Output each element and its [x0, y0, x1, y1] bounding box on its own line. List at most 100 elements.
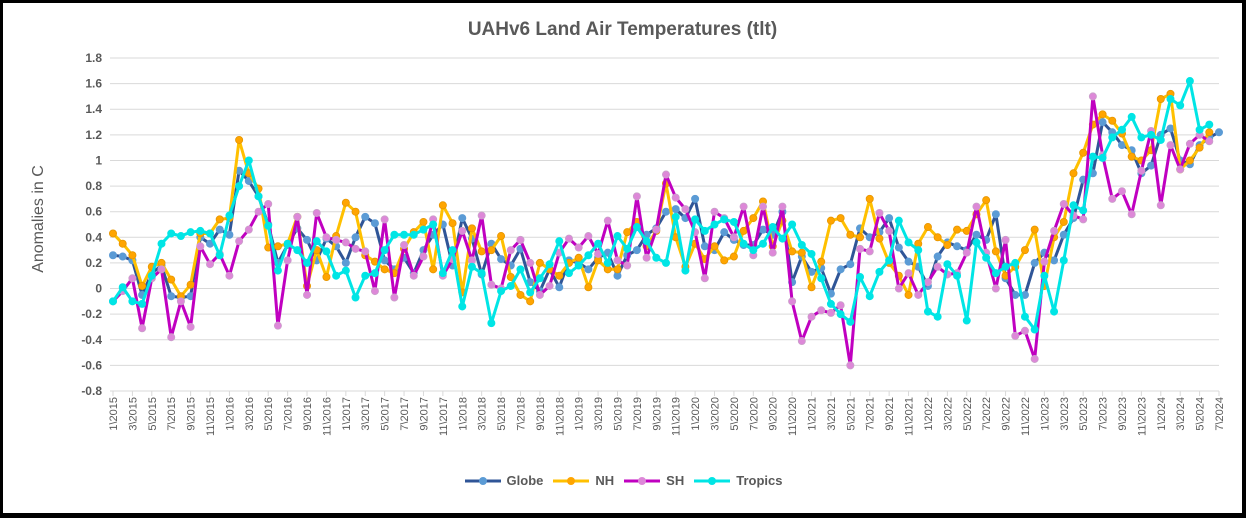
data-point-sh	[526, 258, 535, 267]
data-point-sh	[138, 324, 147, 333]
data-point-tropics	[128, 297, 137, 306]
data-point-nh	[797, 248, 806, 257]
data-point-globe	[225, 230, 234, 239]
data-point-sh	[972, 202, 981, 211]
data-point-nh	[904, 290, 913, 299]
x-tick-label: 5\2023	[1078, 397, 1090, 431]
data-point-nh	[1069, 169, 1078, 178]
data-point-nh	[865, 194, 874, 203]
legend-swatch	[624, 476, 661, 485]
data-point-tropics	[846, 317, 855, 326]
data-point-sh	[254, 207, 263, 216]
data-point-nh	[962, 226, 971, 235]
data-point-globe	[700, 242, 709, 251]
x-tick-label: 1\2018	[457, 397, 469, 431]
data-point-tropics	[1030, 325, 1039, 334]
data-point-sh	[865, 247, 874, 256]
data-point-nh	[186, 280, 195, 289]
data-point-sh	[1079, 215, 1088, 224]
x-tick-label: 7\2018	[515, 397, 527, 431]
data-point-tropics	[749, 246, 758, 255]
data-point-globe	[1215, 128, 1224, 137]
data-point-tropics	[1020, 312, 1029, 321]
x-tick-label: 9\2022	[1001, 397, 1013, 431]
data-point-sh	[196, 242, 205, 251]
data-point-sh	[225, 271, 234, 280]
data-point-sh	[826, 308, 835, 317]
data-point-tropics	[526, 288, 535, 297]
x-tick-label: 1\2023	[1039, 397, 1051, 431]
data-point-tropics	[836, 310, 845, 319]
x-tick-label: 1\2015	[108, 397, 120, 431]
data-point-sh	[235, 237, 244, 246]
data-point-sh	[186, 322, 195, 331]
data-point-sh	[506, 246, 515, 255]
data-point-tropics	[157, 239, 166, 248]
data-point-sh	[332, 235, 341, 244]
data-point-tropics	[1127, 112, 1136, 121]
data-point-tropics	[720, 215, 729, 224]
data-point-tropics	[477, 269, 486, 278]
y-tick-label: -0.2	[81, 307, 102, 321]
data-point-tropics	[1098, 153, 1107, 162]
data-point-nh	[1098, 110, 1107, 119]
y-tick-label: 1.6	[85, 77, 102, 91]
data-point-nh	[526, 297, 535, 306]
data-point-tropics	[109, 297, 118, 306]
y-tick-label: -0.4	[81, 333, 102, 347]
data-point-sh	[390, 293, 399, 302]
x-tick-label: 7\2019	[632, 397, 644, 431]
data-point-tropics	[341, 266, 350, 275]
data-point-nh	[419, 217, 428, 226]
x-tick-label: 7\2016	[283, 397, 295, 431]
data-point-tropics	[962, 316, 971, 325]
data-point-nh	[788, 247, 797, 256]
data-point-tropics	[322, 247, 331, 256]
y-tick-label: 1.2	[85, 128, 102, 142]
data-point-nh	[991, 247, 1000, 256]
data-point-tropics	[603, 258, 612, 267]
data-point-globe	[361, 212, 370, 221]
data-point-tropics	[1001, 262, 1010, 271]
data-point-globe	[497, 255, 506, 264]
x-tick-label: 5\2019	[612, 397, 624, 431]
data-point-tropics	[613, 232, 622, 241]
data-point-tropics	[254, 192, 263, 201]
data-point-sh	[836, 301, 845, 310]
data-point-globe	[215, 225, 224, 234]
x-tick-label: 9\2021	[884, 397, 896, 431]
data-point-tropics	[710, 220, 719, 229]
data-point-nh	[273, 242, 282, 251]
data-point-sh	[1185, 139, 1194, 148]
legend-label: NH	[595, 473, 615, 488]
data-point-sh	[642, 253, 651, 262]
x-tick-label: 5\2017	[380, 397, 392, 431]
data-point-tropics	[584, 251, 593, 260]
x-tick-label: 3\2016	[244, 397, 256, 431]
x-tick-label: 3\2023	[1059, 397, 1071, 431]
data-point-sh	[1088, 92, 1097, 101]
data-point-tropics	[506, 281, 515, 290]
data-point-globe	[370, 219, 379, 228]
data-point-tropics	[138, 299, 147, 308]
data-point-nh	[497, 232, 506, 241]
data-point-sh	[419, 252, 428, 261]
data-point-globe	[555, 283, 564, 292]
data-point-sh	[807, 312, 816, 321]
data-point-sh	[1166, 141, 1175, 150]
data-point-sh	[1108, 194, 1117, 203]
x-tick-label: 5\2018	[496, 397, 508, 431]
data-point-tropics	[1166, 94, 1175, 103]
x-tick-label: 3\2020	[710, 397, 722, 431]
data-point-sh	[361, 247, 370, 256]
data-point-sh	[1127, 210, 1136, 219]
data-point-tropics	[885, 256, 894, 265]
data-point-tropics	[264, 221, 273, 230]
data-point-tropics	[914, 246, 923, 255]
data-point-sh	[1059, 200, 1068, 209]
data-point-sh	[128, 274, 137, 283]
y-tick-label: -0.6	[81, 358, 102, 372]
x-tick-label: 11\2015	[205, 397, 217, 436]
data-point-sh	[283, 256, 292, 265]
data-point-nh	[555, 271, 564, 280]
